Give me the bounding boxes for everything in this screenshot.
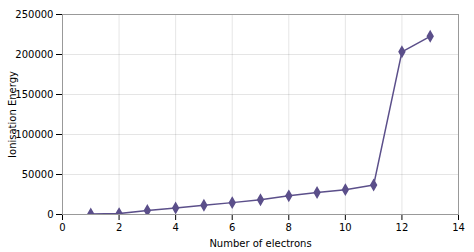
svg-text:12: 12 bbox=[396, 222, 409, 233]
svg-text:2: 2 bbox=[116, 222, 122, 233]
svg-text:8: 8 bbox=[286, 222, 292, 233]
svg-text:6: 6 bbox=[229, 222, 235, 233]
svg-text:200000: 200000 bbox=[15, 49, 53, 60]
svg-text:150000: 150000 bbox=[15, 89, 53, 100]
svg-text:0: 0 bbox=[47, 209, 53, 220]
svg-text:4: 4 bbox=[172, 222, 178, 233]
svg-text:0: 0 bbox=[59, 222, 65, 233]
svg-text:100000: 100000 bbox=[15, 129, 53, 140]
svg-text:10: 10 bbox=[339, 222, 352, 233]
svg-text:Ionisation Energy: Ionisation Energy bbox=[7, 71, 18, 158]
svg-text:250000: 250000 bbox=[15, 9, 53, 20]
svg-text:Number of electrons: Number of electrons bbox=[209, 238, 311, 249]
svg-text:14: 14 bbox=[452, 222, 465, 233]
svg-text:50000: 50000 bbox=[22, 169, 54, 180]
